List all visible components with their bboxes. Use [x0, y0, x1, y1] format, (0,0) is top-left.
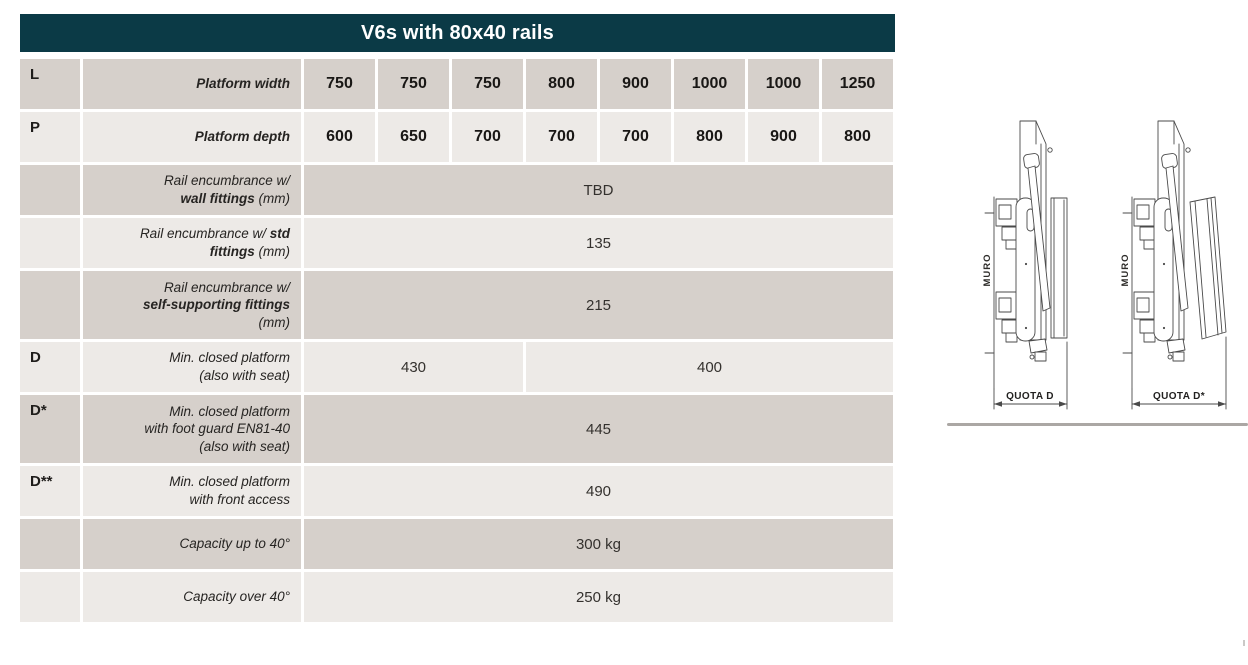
row-label-segment: Min. closed platform with front access [169, 474, 290, 507]
quota-d-star-label: QUOTA D* [1153, 391, 1205, 402]
row-letter [20, 218, 80, 268]
page-edge-artifact [1243, 640, 1245, 646]
wall-line [984, 196, 995, 390]
row-label-segment: std fittings [209, 226, 290, 259]
value-cell: 1250 [822, 59, 893, 109]
row-letter [20, 519, 80, 569]
table-row: Capacity over 40° 250 kg [20, 572, 895, 622]
row-letter: D* [20, 395, 80, 463]
value-cell: 750 [378, 59, 449, 109]
row-letter [20, 271, 80, 339]
table-title: V6s with 80x40 rails [360, 21, 554, 44]
row-letter: D** [20, 466, 80, 516]
table-row: Rail encumbrance w/ self-supporting fitt… [20, 271, 895, 339]
row-label-segment: (mm) [254, 244, 290, 259]
row-label: Min. closed platform (also with seat) [83, 342, 301, 392]
value-cell: 750 [304, 59, 375, 109]
table-header-bar: V6s with 80x40 rails [20, 14, 895, 52]
row-label-segment: Capacity over 40° [183, 589, 290, 605]
folding-arm [1027, 165, 1051, 312]
row-label: Platform width [83, 59, 301, 109]
value-cell: 700 [526, 112, 597, 162]
value-cell: 700 [452, 112, 523, 162]
row-label-segment: Rail encumbrance w/ [163, 173, 290, 189]
value-cell: 490 [304, 466, 893, 516]
value-cell: 445 [304, 395, 893, 463]
row-label: Min. closed platform with foot guard EN8… [83, 395, 301, 463]
row-letter: P [20, 112, 80, 162]
value-cell: 250 kg [304, 572, 893, 622]
table-row: D* Min. closed platform with foot guard E… [20, 395, 895, 463]
value-cell: 800 [822, 112, 893, 162]
row-label: Rail encumbrance w/ self-supporting fitt… [83, 271, 301, 339]
row-label-segment: wall fittings [180, 191, 255, 206]
folded-platform-panel [1050, 197, 1068, 339]
value-cell: 430 [304, 342, 523, 392]
table-row: Rail encumbrance w/ wall fittings (mm) TB… [20, 165, 895, 215]
row-label-segment: (mm) [258, 314, 290, 330]
row-label-segment: self-supporting fittings [143, 297, 290, 313]
row-label: Min. closed platform with front access [83, 466, 301, 516]
quota-d-label: QUOTA D [1006, 391, 1054, 402]
value-cell: TBD [304, 165, 893, 215]
value-cell: 750 [452, 59, 523, 109]
row-letter: D [20, 342, 80, 392]
row-label-segment: Rail encumbrance w/ [163, 279, 290, 295]
row-label-segment: Platform depth [194, 129, 290, 145]
value-cell: 135 [304, 218, 893, 268]
row-label: Capacity up to 40° [83, 519, 301, 569]
value-cell: 650 [378, 112, 449, 162]
dimension-arrow [993, 341, 1068, 410]
row-label-segment: Min. closed platform with foot guard EN8… [144, 403, 290, 454]
value-cell: 800 [674, 112, 745, 162]
row-label: Rail encumbrance w/ std fittings (mm) [83, 218, 301, 268]
row-letter [20, 165, 80, 215]
mast-pillar [1015, 197, 1036, 342]
wall-line [1122, 196, 1133, 390]
value-cell: 900 [600, 59, 671, 109]
value-cell: 400 [526, 342, 893, 392]
table-row: Rail encumbrance w/ std fittings (mm) 135 [20, 218, 895, 268]
table-row: P Platform depth 600 650 700 700 700 800 900 800 [20, 112, 895, 162]
row-label-segment: Min. closed platform (also with seat) [169, 350, 290, 383]
row-label: Rail encumbrance w/ wall fittings (mm) [83, 165, 301, 215]
mast-pillar [1153, 197, 1174, 342]
wall-fitting-brackets [995, 198, 1020, 343]
value-cell: 800 [526, 59, 597, 109]
wall-fitting-brackets [1133, 198, 1158, 343]
bottom-divider [947, 423, 1248, 426]
table-row: D Min. closed platform (also with seat) 43… [20, 342, 895, 392]
row-label: Capacity over 40° [83, 572, 301, 622]
row-label-segment: (mm) [254, 191, 290, 206]
value-cell: 600 [304, 112, 375, 162]
value-cell: 215 [304, 271, 893, 339]
table-row: L Platform width 750 750 750 800 900 1000 1000 12… [20, 59, 895, 109]
dimension-arrow [1131, 336, 1227, 410]
value-cell: 1000 [748, 59, 819, 109]
spec-table-rows: L Platform width 750 750 750 800 900 1000 1000 12… [20, 59, 895, 622]
table-row: Capacity up to 40° 300 kg [20, 519, 895, 569]
foot-guard [1166, 338, 1186, 362]
row-letter: L [20, 59, 80, 109]
value-cell: 300 kg [304, 519, 893, 569]
value-cell: 700 [600, 112, 671, 162]
muro-label: MURO [1120, 253, 1131, 286]
value-cell: 1000 [674, 59, 745, 109]
muro-label: MURO [982, 253, 993, 286]
table-row: D** Min. closed platform with front acces… [20, 466, 895, 516]
row-label-segment: Platform width [196, 76, 290, 92]
row-label: Platform depth [83, 112, 301, 162]
foot-guard [1028, 338, 1048, 362]
row-letter [20, 572, 80, 622]
tilted-platform-panel [1189, 196, 1227, 340]
folding-arm [1165, 165, 1189, 312]
row-label-segment: Capacity up to 40° [179, 536, 290, 552]
value-cell: 900 [748, 112, 819, 162]
technical-drawing-quota-d-star: MURO QUOTA D* [1120, 120, 1227, 410]
technical-drawing-quota-d: MURO QUOTA D [982, 120, 1068, 410]
row-label-segment: Rail encumbrance w/ [139, 226, 270, 242]
